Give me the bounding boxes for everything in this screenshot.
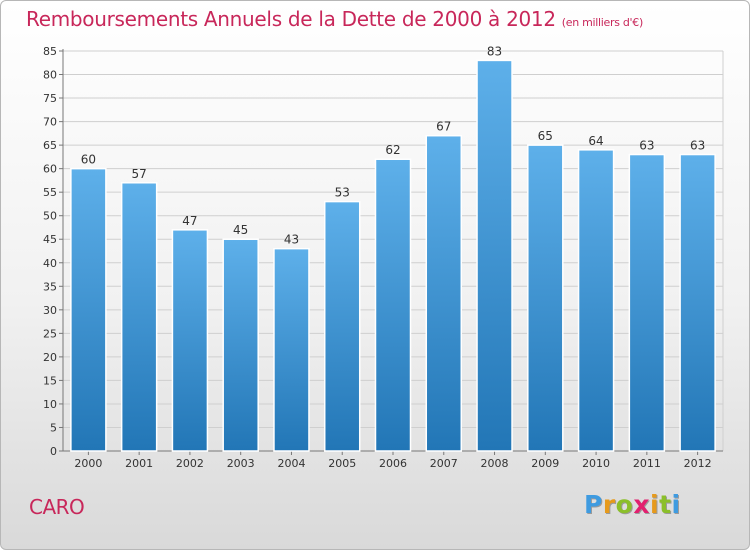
bar-value-label: 45 — [233, 223, 248, 237]
y-tick-label: 0 — [50, 445, 57, 458]
x-tick-label: 2007 — [430, 457, 458, 470]
logo-letter: t — [659, 490, 672, 519]
bar-value-label: 43 — [284, 233, 299, 247]
axes: 0 5 10 15 20 25 30 35 40 45 50 55 60 65 70 75 80 85 2000 20… — [43, 45, 723, 470]
logo-letter: x — [633, 490, 650, 519]
x-tick-label: 2002 — [176, 457, 204, 470]
y-tick-label: 50 — [43, 210, 57, 223]
bar-value-label: 63 — [639, 139, 654, 153]
logo-letter: o — [615, 490, 634, 519]
y-tick-label: 15 — [43, 374, 57, 387]
y-tick-label: 20 — [43, 351, 57, 364]
bar — [628, 153, 666, 452]
bar — [679, 153, 716, 452]
bar-value-label: 47 — [182, 214, 197, 228]
bar-value-label: 57 — [132, 167, 147, 181]
y-tick-label: 60 — [43, 163, 57, 176]
y-tick-label: 80 — [43, 69, 57, 82]
bar — [323, 200, 361, 452]
bar-value-label: 60 — [81, 153, 96, 167]
y-tick-label: 40 — [43, 257, 57, 270]
bar-value-label: 64 — [588, 134, 603, 148]
bar-value-label: 53 — [335, 186, 350, 200]
bar — [70, 167, 107, 452]
x-tick-label: 2005 — [328, 457, 356, 470]
bar — [527, 144, 564, 452]
x-tick-label: 2011 — [633, 457, 661, 470]
bar — [273, 247, 310, 452]
labels: 60 57 47 45 43 53 62 67 83 65 64 63 63 — [81, 44, 706, 246]
bar — [374, 158, 412, 452]
bar-value-label: 67 — [436, 120, 451, 134]
title-text: Remboursements Annuels de la Dette de 20… — [26, 7, 556, 31]
y-tick-label: 10 — [43, 398, 57, 411]
bar-value-label: 62 — [385, 143, 400, 157]
logo-letter: P — [584, 490, 603, 519]
y-tick-label: 30 — [43, 304, 57, 317]
y-tick-label: 75 — [43, 92, 57, 105]
x-tick-label: 2006 — [379, 457, 407, 470]
logo-letter: i — [671, 490, 681, 519]
y-tick-label: 35 — [43, 280, 57, 293]
logo-letter: i — [650, 490, 660, 519]
bars — [70, 59, 716, 452]
bar-value-label: 65 — [538, 129, 553, 143]
bar — [120, 182, 158, 452]
proxiti-logo: Proxiti — [584, 490, 681, 519]
bar — [171, 229, 209, 452]
bar — [577, 149, 615, 452]
y-tick-label: 45 — [43, 233, 57, 246]
x-tick-label: 2010 — [582, 457, 610, 470]
y-tick-label: 25 — [43, 327, 57, 340]
x-tick-label: 2012 — [684, 457, 712, 470]
logo-letter: r — [602, 490, 616, 519]
x-tick-label: 2003 — [227, 457, 255, 470]
y-tick-label: 55 — [43, 186, 57, 199]
y-tick-label: 85 — [43, 45, 57, 58]
x-tick-label: 2008 — [481, 457, 509, 470]
y-tick-label: 5 — [50, 421, 57, 434]
x-tick-label: 2001 — [125, 457, 153, 470]
bar — [425, 134, 463, 452]
title-unit: (en milliers d'€) — [561, 16, 643, 29]
bar-value-label: 83 — [487, 44, 502, 58]
bar — [222, 238, 259, 452]
x-tick-label: 2000 — [74, 457, 102, 470]
y-tick-label: 70 — [43, 116, 57, 129]
commune-name: CARO — [29, 495, 85, 519]
y-tick-label: 65 — [43, 139, 57, 152]
x-tick-label: 2009 — [531, 457, 559, 470]
bar — [476, 59, 513, 452]
x-tick-label: 2004 — [277, 457, 305, 470]
bar-value-label: 63 — [690, 139, 705, 153]
chart-title: Remboursements Annuels de la Dette de 20… — [26, 7, 643, 31]
